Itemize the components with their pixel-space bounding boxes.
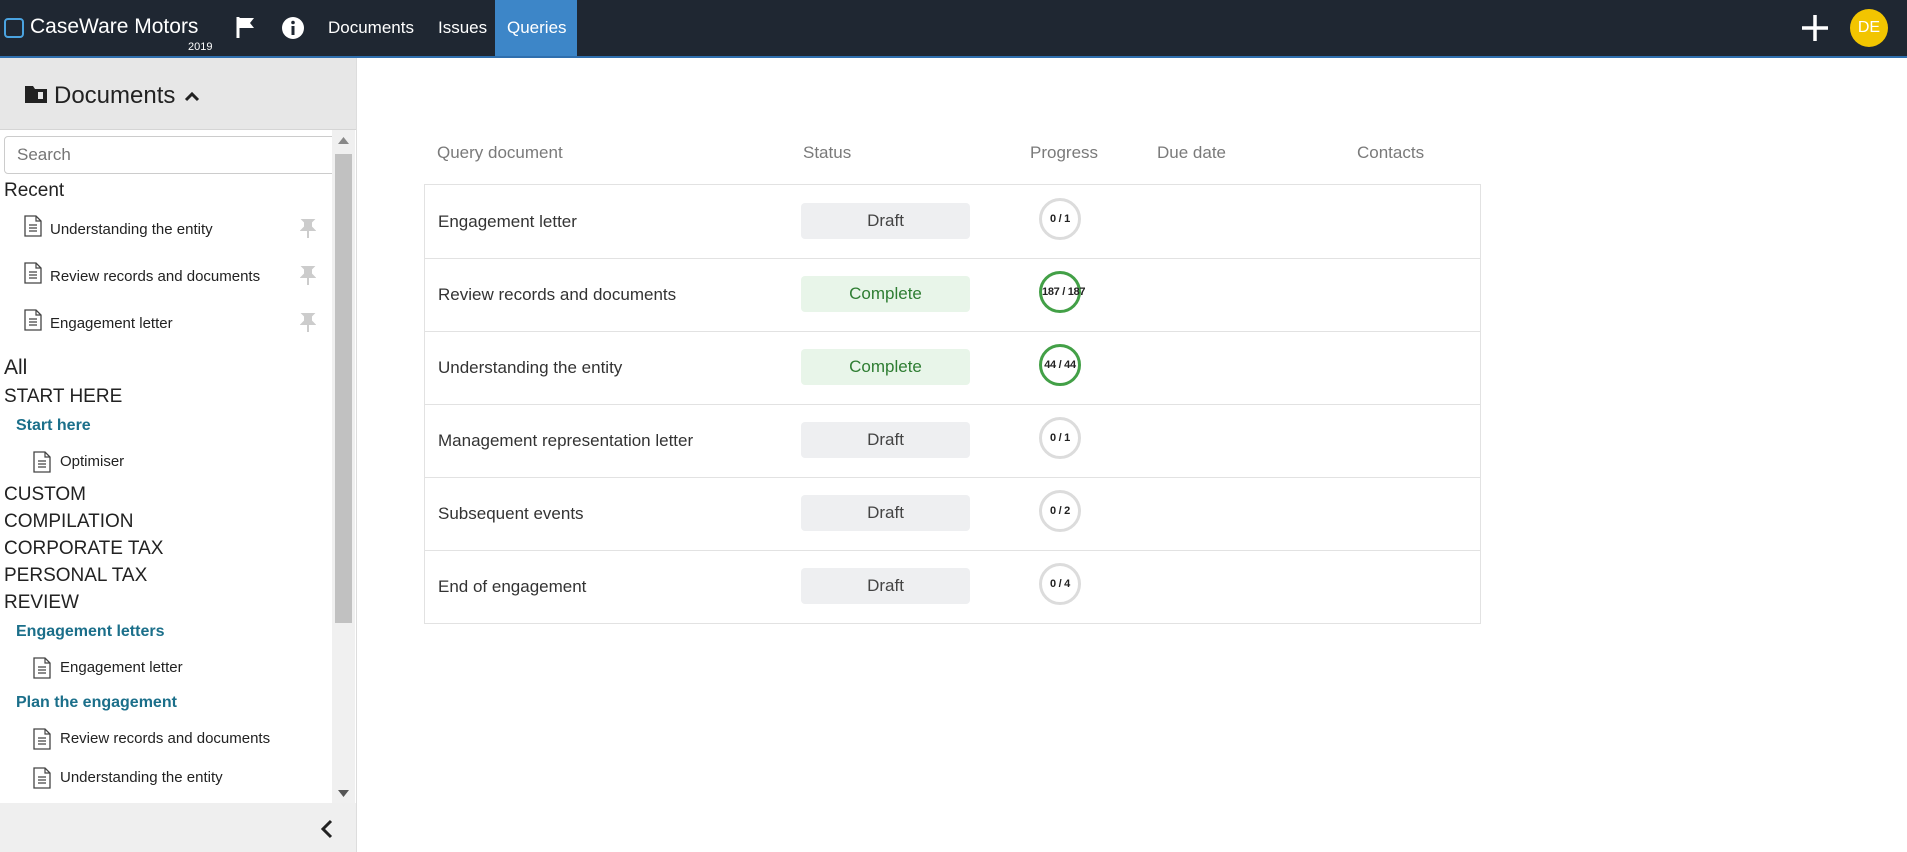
nav-tab[interactable]: Documents bbox=[328, 18, 414, 37]
top-bar: CaseWare Motors 2019 Documents Issues Quer… bbox=[0, 0, 1907, 58]
recent-item[interactable]: Understanding the entity bbox=[0, 206, 330, 253]
document-tree: Recent Understanding the entity Review rec… bbox=[0, 176, 330, 848]
column-header[interactable]: Query document bbox=[437, 143, 563, 162]
progress-ring: 44 / 44 bbox=[1039, 344, 1081, 386]
nav-tab[interactable]: Queries bbox=[495, 0, 577, 56]
nav-tab[interactable]: Issues bbox=[438, 18, 488, 37]
tree-section[interactable]: REVIEW bbox=[4, 592, 79, 613]
app-year: 2019 bbox=[188, 41, 213, 53]
sidebar: Documents Recent Understanding the entity… bbox=[0, 58, 357, 852]
scroll-down[interactable] bbox=[338, 790, 349, 798]
document-icon bbox=[33, 767, 51, 789]
recent-item[interactable]: Engagement letter bbox=[0, 300, 330, 347]
tree-section[interactable]: PERSONAL TAX bbox=[4, 565, 148, 586]
tree-doc[interactable]: Optimiser bbox=[0, 442, 330, 481]
query-name[interactable]: Management representation letter bbox=[438, 431, 694, 450]
document-icon bbox=[33, 451, 51, 473]
recent-heading: Recent bbox=[4, 180, 65, 201]
query-name[interactable]: Review records and documents bbox=[438, 285, 677, 304]
column-header[interactable]: Status bbox=[803, 143, 852, 162]
status-pill: Draft bbox=[801, 422, 970, 458]
tree-doc[interactable]: Review records and documents bbox=[0, 719, 330, 758]
tree-doc[interactable]: Engagement letter bbox=[0, 648, 330, 687]
collapse-button[interactable] bbox=[320, 819, 334, 839]
progress-ring: 0 / 1 bbox=[1039, 417, 1081, 459]
table-row[interactable]: Management representation letter Draft 0 /… bbox=[425, 404, 1480, 478]
progress-ring: 0 / 4 bbox=[1039, 563, 1081, 605]
info-icon[interactable] bbox=[281, 16, 305, 40]
status-pill: Complete bbox=[801, 276, 970, 312]
table-row[interactable]: Subsequent events Draft 0 / 2 bbox=[425, 477, 1480, 551]
add-button[interactable] bbox=[1800, 13, 1830, 43]
sidebar-title[interactable]: Documents bbox=[54, 82, 176, 109]
document-icon bbox=[33, 728, 51, 750]
tree-folder[interactable]: Start here bbox=[16, 417, 91, 434]
scroll-thumb[interactable] bbox=[335, 154, 352, 623]
recent-item[interactable]: Review records and documents bbox=[0, 253, 330, 300]
pin-icon[interactable] bbox=[300, 312, 316, 334]
all-heading: All bbox=[4, 356, 28, 379]
status-pill: Draft bbox=[801, 203, 970, 239]
folder-icon bbox=[25, 86, 47, 103]
document-icon bbox=[24, 262, 42, 284]
table-row[interactable]: Engagement letter Draft 0 / 1 bbox=[425, 185, 1480, 259]
pin-icon[interactable] bbox=[300, 265, 316, 287]
sidebar-footer bbox=[0, 803, 356, 852]
progress-ring: 0 / 1 bbox=[1039, 198, 1081, 240]
document-icon bbox=[24, 215, 42, 237]
query-name[interactable]: Understanding the entity bbox=[438, 358, 623, 377]
search-input[interactable] bbox=[4, 136, 340, 174]
status-pill: Draft bbox=[801, 568, 970, 604]
progress-ring: 187 / 187 bbox=[1039, 271, 1085, 313]
scrollbar[interactable] bbox=[332, 130, 355, 803]
sidebar-header: Documents bbox=[0, 58, 356, 130]
tree-folder[interactable]: Plan the engagement bbox=[16, 694, 177, 711]
tree-section[interactable]: CORPORATE TAX bbox=[4, 538, 164, 559]
tree-section[interactable]: START HERE bbox=[4, 386, 123, 407]
column-header[interactable]: Progress bbox=[1030, 143, 1099, 162]
column-header[interactable]: Contacts bbox=[1357, 143, 1425, 162]
avatar[interactable]: DE bbox=[1850, 9, 1888, 47]
app-name[interactable]: CaseWare Motors bbox=[30, 15, 199, 38]
pin-icon[interactable] bbox=[300, 218, 316, 240]
query-table: Engagement letter Draft 0 / 1 Review record… bbox=[424, 184, 1481, 624]
tree-folder[interactable]: Engagement letters bbox=[16, 623, 165, 640]
column-header[interactable]: Due date bbox=[1157, 143, 1226, 162]
tree-doc[interactable]: Understanding the entity bbox=[0, 758, 330, 797]
tree-section[interactable]: CUSTOM bbox=[4, 484, 86, 505]
table-row[interactable]: End of engagement Draft 0 / 4 bbox=[425, 550, 1480, 623]
status-pill: Draft bbox=[801, 495, 970, 531]
query-name[interactable]: Engagement letter bbox=[438, 212, 577, 231]
logo bbox=[4, 18, 24, 38]
document-icon bbox=[24, 309, 42, 331]
query-name[interactable]: Subsequent events bbox=[438, 504, 584, 523]
status-pill: Complete bbox=[801, 349, 970, 385]
query-name[interactable]: End of engagement bbox=[438, 577, 587, 596]
tree-section[interactable]: COMPILATION bbox=[4, 511, 134, 532]
document-icon bbox=[33, 657, 51, 679]
table-row[interactable]: Review records and documents Complete 187 … bbox=[425, 258, 1480, 332]
table-row[interactable]: Understanding the entity Complete 44 / 44 bbox=[425, 331, 1480, 405]
progress-ring: 0 / 2 bbox=[1039, 490, 1081, 532]
caret[interactable] bbox=[184, 90, 200, 102]
flag-icon[interactable] bbox=[235, 15, 257, 39]
scroll-up[interactable] bbox=[338, 136, 349, 144]
